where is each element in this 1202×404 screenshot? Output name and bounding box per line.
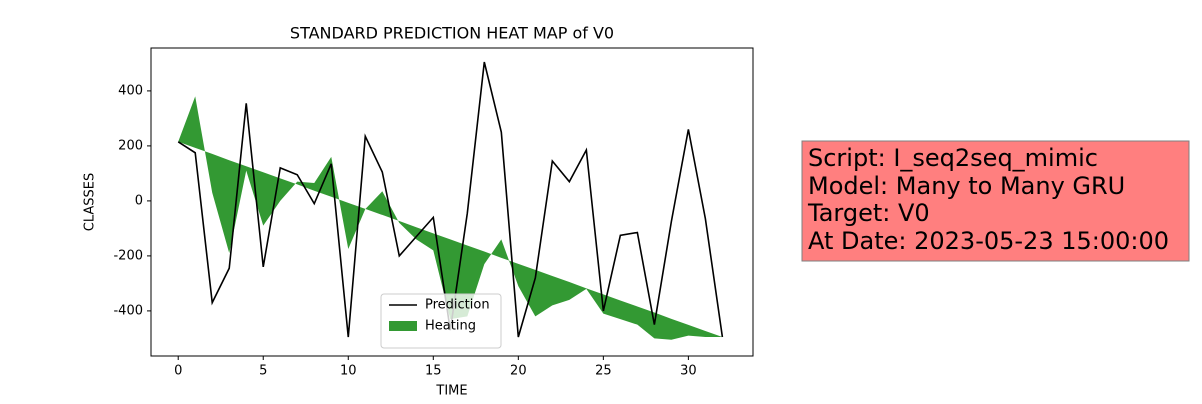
annotation: At Date: 2023-05-23 15:00:00 xyxy=(808,227,1169,255)
x-tick-label: 30 xyxy=(680,364,697,379)
legend-box xyxy=(380,293,502,349)
y-axis-label: CLASSES xyxy=(83,173,98,231)
y-tick-label: -400 xyxy=(113,303,143,318)
annotation: Target: V0 xyxy=(807,199,930,227)
x-tick-label: 20 xyxy=(510,364,527,379)
annotation: Model: Many to Many GRU xyxy=(808,172,1125,200)
x-axis-label: TIME xyxy=(435,384,467,399)
y-tick-label: -200 xyxy=(113,248,143,263)
x-tick-label: 25 xyxy=(595,364,612,379)
legend-swatch xyxy=(389,321,417,331)
y-tick-label: 200 xyxy=(118,138,143,153)
plot-frame xyxy=(150,47,754,357)
legend-label: Prediction xyxy=(425,298,490,313)
x-tick-label: 15 xyxy=(425,364,442,379)
x-tick-label: 5 xyxy=(259,364,267,379)
chart-title: STANDARD PREDICTION HEAT MAP of V0 xyxy=(290,24,614,43)
x-tick-label: 0 xyxy=(174,364,182,379)
annotation: Script: I_seq2seq_mimic xyxy=(808,144,1098,172)
annotation-box xyxy=(801,140,1190,262)
y-tick-label: 400 xyxy=(118,83,143,98)
area xyxy=(178,96,723,340)
legend-label: Heating xyxy=(425,319,476,334)
y-tick-label: 0 xyxy=(135,193,143,208)
x-tick-label: 10 xyxy=(340,364,357,379)
